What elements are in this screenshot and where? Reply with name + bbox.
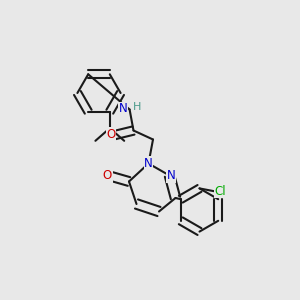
Text: N: N [144,157,153,170]
Text: O: O [103,169,112,182]
Text: H: H [133,101,141,112]
Text: N: N [118,102,127,115]
Text: Cl: Cl [215,185,226,198]
Text: O: O [106,128,116,141]
Text: N: N [167,169,176,182]
